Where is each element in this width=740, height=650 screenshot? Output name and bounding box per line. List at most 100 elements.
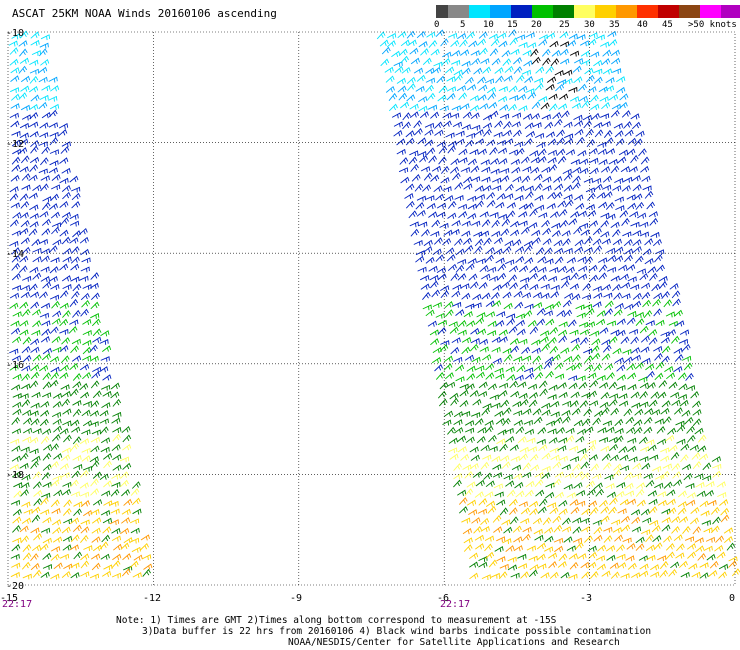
- wind-barb: [483, 128, 492, 137]
- wind-barb: [511, 121, 521, 128]
- wind-barb: [31, 391, 41, 398]
- wind-barb: [549, 345, 559, 354]
- wind-barb: [70, 246, 80, 254]
- wind-barb: [573, 76, 583, 84]
- wind-barb: [129, 537, 140, 544]
- wind-barb: [48, 122, 59, 129]
- wind-barb: [467, 203, 477, 210]
- wind-barb: [452, 301, 462, 308]
- wind-barb: [585, 128, 594, 137]
- wind-barb: [398, 48, 408, 57]
- wind-barb: [41, 201, 51, 210]
- wind-barb: [677, 507, 687, 515]
- wind-barb: [461, 336, 472, 344]
- wind-barb: [600, 220, 609, 228]
- wind-barb: [443, 363, 453, 371]
- wind-barb: [520, 518, 530, 524]
- wind-barb: [110, 508, 120, 515]
- wind-barb: [143, 563, 153, 570]
- lat-label-12: -12: [6, 139, 24, 150]
- wind-barb: [524, 76, 534, 83]
- wind-barb: [508, 498, 518, 507]
- wind-barb: [498, 382, 509, 389]
- wind-barb: [568, 33, 578, 40]
- wind-barb: [646, 370, 655, 379]
- wind-barb: [647, 266, 657, 274]
- wind-barb: [467, 195, 477, 202]
- wind-barb: [522, 408, 532, 415]
- wind-barb: [426, 31, 436, 38]
- wind-barb: [438, 85, 448, 94]
- wind-barb: [506, 374, 516, 382]
- wind-barb: [601, 58, 611, 66]
- wind-barb: [455, 138, 465, 145]
- wind-barb: [606, 213, 616, 220]
- wind-barb: [592, 301, 602, 308]
- wind-barb: [40, 435, 50, 444]
- wind-barb: [608, 39, 618, 47]
- wind-barb: [630, 509, 641, 516]
- wind-barb: [589, 274, 599, 283]
- wind-barb: [102, 374, 112, 381]
- note-line-3: NOAA/NESDIS/Center for Satellite Applica…: [288, 637, 620, 648]
- wind-barb: [657, 499, 667, 507]
- wind-barb: [492, 185, 502, 191]
- wind-barb: [458, 506, 468, 514]
- wind-barb: [484, 543, 493, 552]
- wind-barb: [521, 292, 532, 299]
- wind-barb: [689, 444, 699, 451]
- wind-barb: [485, 300, 495, 307]
- wind-barb: [593, 292, 603, 299]
- wind-barb: [38, 48, 48, 57]
- wind-barb: [396, 148, 406, 155]
- wind-barb: [21, 501, 31, 508]
- wind-barb: [425, 195, 435, 201]
- wind-barb: [572, 463, 581, 472]
- wind-barb: [659, 560, 669, 570]
- wind-barb: [61, 398, 70, 407]
- wind-barb: [509, 37, 518, 46]
- wind-barb: [560, 110, 570, 119]
- wind-barb: [579, 40, 590, 47]
- wind-barb: [581, 294, 592, 300]
- wind-barb: [587, 192, 596, 201]
- wind-barb: [120, 527, 130, 535]
- wind-barb: [536, 438, 546, 445]
- wind-barb: [52, 346, 62, 353]
- wind-barb: [470, 112, 480, 120]
- wind-barb: [59, 318, 69, 327]
- wind-barb: [12, 408, 22, 415]
- wind-barb: [399, 157, 409, 165]
- wind-barb: [475, 543, 485, 550]
- wind-barb: [473, 67, 483, 75]
- wind-barb: [522, 49, 532, 56]
- wind-barb: [632, 239, 642, 246]
- wind-barb: [616, 318, 626, 325]
- wind-barb: [99, 541, 109, 550]
- wind-barb: [123, 498, 133, 506]
- wind-barb: [560, 275, 571, 282]
- wind-barb: [431, 66, 441, 74]
- wind-barb: [577, 273, 588, 280]
- wind-barb: [455, 364, 465, 372]
- wind-barb: [460, 103, 470, 110]
- wind-barb: [623, 121, 632, 129]
- wind-barb: [587, 372, 597, 379]
- wind-barb: [529, 564, 539, 571]
- wind-barb: [533, 416, 543, 425]
- wind-barb: [456, 85, 467, 92]
- wind-barb: [570, 210, 580, 218]
- wind-barb: [445, 309, 454, 317]
- wind-barb: [424, 139, 434, 147]
- wind-barb: [536, 542, 547, 550]
- legend-labels: 0 5 10 15 20 25 30 35 40 45 >50 knots: [434, 18, 740, 32]
- wind-barb: [491, 230, 501, 237]
- wind-barb: [610, 109, 620, 118]
- wind-barb: [460, 453, 470, 461]
- wind-barb: [12, 516, 22, 524]
- wind-barb: [634, 408, 644, 416]
- wind-barb: [59, 364, 70, 372]
- wind-barb: [484, 78, 495, 85]
- wind-barb: [547, 502, 557, 509]
- wind-barb: [545, 482, 555, 489]
